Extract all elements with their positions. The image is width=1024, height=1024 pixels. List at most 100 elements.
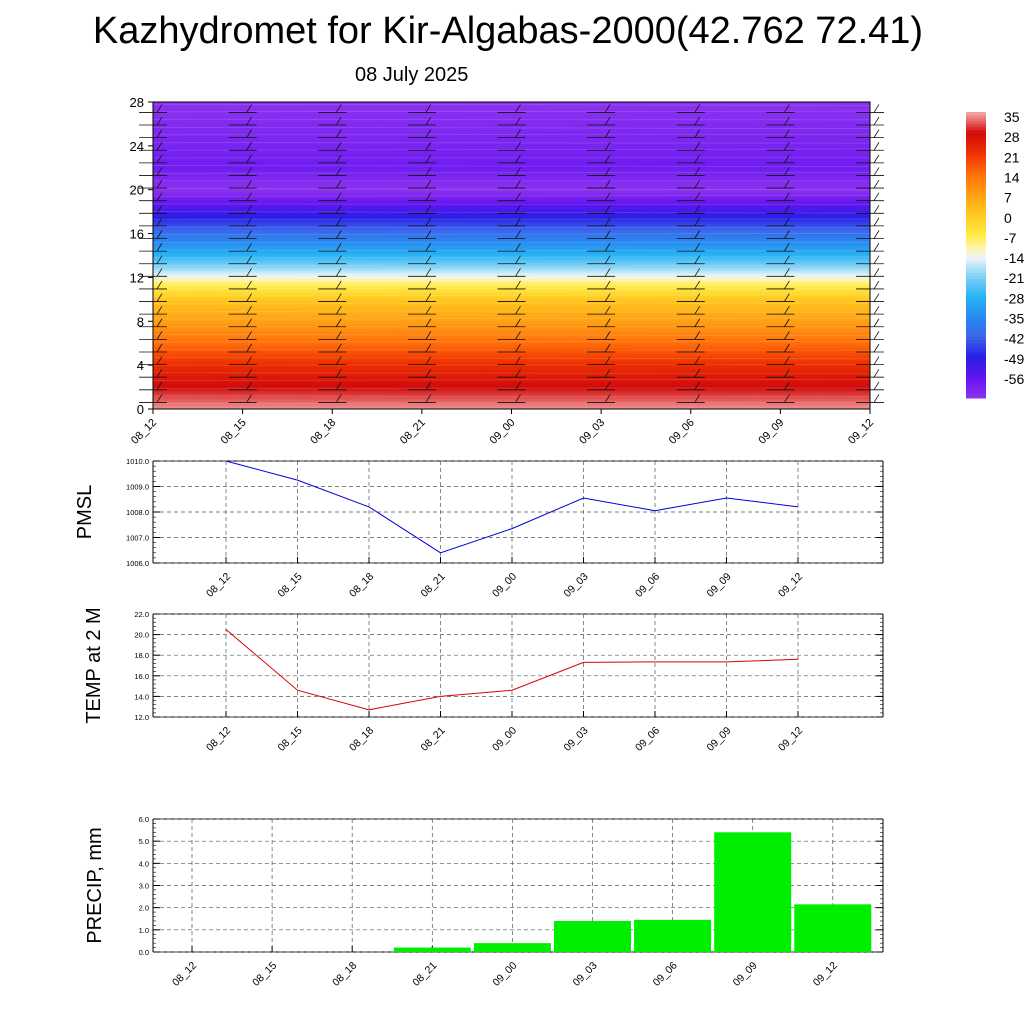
wind-barb-flag: [515, 154, 521, 164]
wind-barb-flag: [246, 205, 252, 214]
wind-barb-flag: [425, 381, 432, 391]
wind-barb-flag: [784, 205, 790, 214]
contour-line: [152, 110, 871, 113]
colorbar-segment: [966, 155, 986, 160]
wind-barb-flag: [425, 205, 432, 214]
wind-barb-flag: [873, 381, 880, 391]
colorbar-segment: [966, 252, 986, 256]
wind-barb-flag: [873, 268, 880, 277]
wind-barb-flag: [873, 142, 880, 151]
wind-barb-flag: [335, 381, 342, 391]
wind-barb-flag: [335, 116, 342, 126]
wind-barb-flag: [246, 293, 252, 302]
y-tick-label: 14.0: [134, 692, 149, 701]
wind-barb-flag: [694, 368, 701, 378]
colorbar-segment: [966, 292, 986, 297]
contour-line: [152, 294, 871, 297]
colorbar-label: 7: [1004, 190, 1012, 206]
contour-line: [152, 126, 871, 129]
colorbar-segment: [966, 117, 986, 122]
colorbar-segment: [966, 144, 986, 148]
heat-y-tick-label: 20: [130, 183, 144, 198]
wind-barb-flag: [335, 343, 342, 353]
colorbar-segment: [966, 222, 986, 227]
colorbar-segment: [966, 141, 986, 145]
wind-barb-flag: [784, 242, 790, 252]
colorbar-segment: [966, 173, 986, 177]
wind-barb-flag: [515, 331, 521, 340]
wind-barb-flag: [873, 217, 880, 227]
colorbar-segment: [966, 287, 986, 291]
wind-barb-flag: [604, 331, 611, 340]
wind-barb-flag: [335, 192, 342, 201]
x-tick-label: 09_06: [651, 960, 680, 989]
wind-barb-flag: [694, 305, 701, 315]
colorbar-label: 14: [1004, 169, 1020, 185]
colorbar-segment: [966, 179, 986, 183]
wind-barb-flag: [694, 154, 701, 164]
wind-barb-flag: [156, 331, 163, 340]
colorbar-segment: [966, 348, 986, 352]
wind-barb-flag: [246, 129, 252, 138]
x-tick-label: 09_03: [561, 571, 590, 600]
wind-barb-flag: [156, 179, 163, 189]
wind-barb-flag: [515, 179, 521, 189]
colorbar-segment: [966, 295, 986, 300]
wind-barb-flag: [604, 179, 611, 189]
x-tick-label: 08_15: [275, 571, 304, 600]
y-tick-label: 1010.0: [126, 457, 149, 466]
wind-barb-flag: [515, 205, 521, 214]
colorbar-segment: [966, 365, 986, 370]
x-tick-label: 09_09: [704, 571, 733, 600]
x-tick-label: 09_12: [776, 571, 805, 600]
colorbar-segment: [966, 330, 986, 335]
x-tick-label: 09_00: [490, 571, 519, 600]
colorbar-segment: [966, 199, 986, 203]
wind-barb-flag: [604, 242, 611, 252]
wind-barb-flag: [425, 230, 432, 239]
colorbar-segment: [966, 167, 986, 171]
heat-y-tick-label: 0: [137, 402, 144, 417]
wind-barb-flag: [604, 381, 611, 391]
wind-barb-flag: [425, 331, 432, 340]
colorbar-segment: [966, 152, 986, 157]
wind-barb-flag: [604, 356, 611, 365]
wind-barb-flag: [784, 217, 790, 227]
wind-barb-flag: [873, 242, 880, 252]
colorbar-segment: [966, 211, 986, 215]
contour-line: [152, 317, 871, 320]
x-tick-label: 09_06: [633, 571, 662, 600]
wind-barb-flag: [604, 280, 611, 290]
wind-barb-flag: [156, 356, 163, 365]
wind-barb-flag: [873, 192, 880, 201]
colorbar-segment: [966, 129, 986, 133]
wind-barb-flag: [425, 242, 432, 252]
precip-bar: [714, 832, 792, 952]
colorbar-label: 28: [1004, 129, 1020, 145]
heat-y-tick-label: 16: [130, 227, 144, 242]
wind-barb-flag: [246, 192, 252, 201]
wind-barb-flag: [694, 331, 701, 340]
wind-barb-flag: [515, 116, 521, 126]
heat-field: [153, 102, 870, 409]
heat-y-tick-label: 24: [130, 139, 144, 154]
colorbar-segment: [966, 278, 986, 282]
colorbar-segment: [966, 333, 986, 338]
colorbar-segment: [966, 389, 986, 393]
colorbar-segment: [966, 249, 986, 253]
wind-barb-flag: [604, 129, 611, 138]
contour-line: [152, 148, 871, 151]
wind-barb-flag: [604, 305, 611, 315]
wind-barb-flag: [515, 129, 521, 138]
wind-barb-flag: [604, 217, 611, 227]
x-tick-label: 09_00: [490, 725, 519, 754]
precip-bar: [554, 920, 631, 952]
contour-line: [152, 226, 871, 229]
colorbar-segment: [966, 272, 986, 276]
colorbar-segment: [966, 114, 986, 119]
series-line: [225, 629, 799, 711]
wind-barb-flag: [515, 104, 521, 113]
heat-x-tick-label: 09_00: [488, 417, 518, 447]
wind-barb-flag: [156, 205, 163, 214]
contour-line: [152, 340, 871, 343]
